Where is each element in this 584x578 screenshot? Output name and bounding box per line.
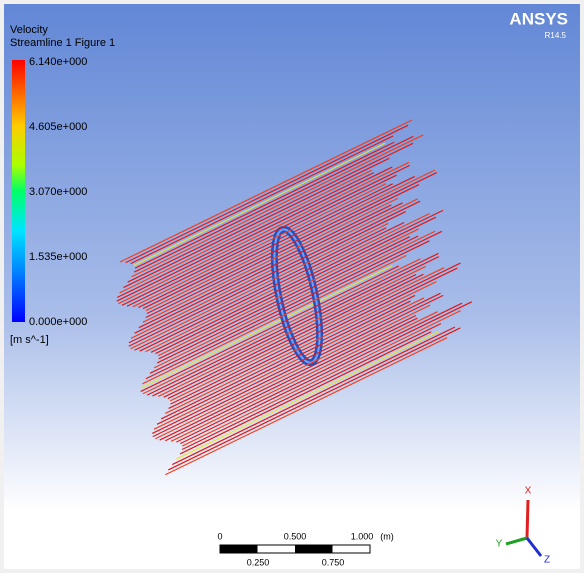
- triad-label: Y: [496, 539, 503, 550]
- triad-x: [527, 500, 528, 538]
- scale-label: 0: [217, 531, 222, 541]
- background: [4, 4, 580, 569]
- scale-label: 0.750: [322, 557, 345, 567]
- color-bar: [12, 60, 25, 322]
- triad-label: Z: [544, 555, 550, 566]
- scale-label: 1.000: [351, 531, 374, 541]
- legend-label: 1.535e+000: [29, 251, 87, 263]
- scale-segment: [295, 545, 333, 553]
- viewport: Velocity Streamline 1 Figure 1 6.140e+00…: [0, 0, 584, 573]
- triad-label: X: [525, 486, 532, 497]
- legend-label: 0.000e+000: [29, 316, 87, 328]
- legend-label: 6.140e+000: [29, 56, 87, 68]
- scale-segment: [220, 545, 258, 553]
- scale-bar: [220, 545, 370, 553]
- scale-unit: (m): [380, 531, 394, 541]
- legend-label: 4.605e+000: [29, 121, 87, 133]
- logo: ANSYS: [509, 9, 568, 28]
- legend-variable: Velocity: [10, 24, 48, 36]
- legend-unit: [m s^-1]: [10, 334, 49, 346]
- legend-label: 3.070e+000: [29, 186, 87, 198]
- scale-label: 0.500: [284, 531, 307, 541]
- scale-label: 0.250: [247, 557, 270, 567]
- logo-version: R14.5: [545, 31, 567, 40]
- legend-object: Streamline 1 Figure 1: [10, 37, 115, 49]
